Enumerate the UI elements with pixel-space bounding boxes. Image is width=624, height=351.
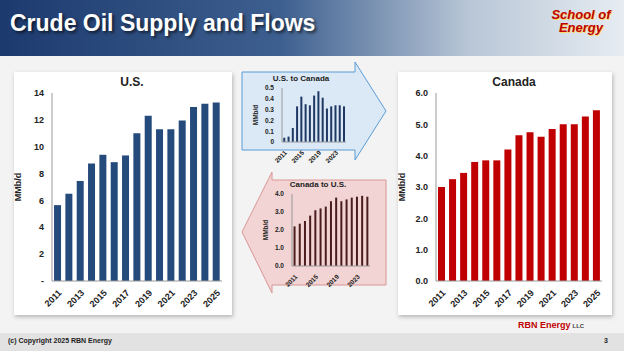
svg-text:2023: 2023 <box>346 272 361 287</box>
svg-text:0.2: 0.2 <box>265 116 274 123</box>
svg-text:2017: 2017 <box>110 288 131 309</box>
svg-text:2019: 2019 <box>307 148 322 163</box>
svg-text:4: 4 <box>39 223 44 233</box>
svg-text:3.0: 3.0 <box>415 183 428 193</box>
html-text:U.S. to Canada: U.S. to Canada <box>272 74 330 83</box>
svg-text:0.4: 0.4 <box>265 95 274 102</box>
svg-text:4.0: 4.0 <box>415 151 428 161</box>
html-text:U.S.: U.S. <box>120 75 144 89</box>
svg-text:2011: 2011 <box>284 272 299 287</box>
html-text:RBN EnergyLLC: RBN EnergyLLC <box>518 320 585 330</box>
svg-text:2023: 2023 <box>324 148 339 163</box>
svg-text:2025: 2025 <box>581 288 602 309</box>
svg-text:0: 0 <box>270 138 274 145</box>
svg-text:2013: 2013 <box>448 288 469 309</box>
svg-text:2: 2 <box>39 250 44 260</box>
svg-text:MMb/d: MMb/d <box>262 219 269 240</box>
svg-text:2015: 2015 <box>470 288 491 309</box>
svg-text:0.5: 0.5 <box>265 84 274 91</box>
html-text:School of Energy: School of Energy <box>551 7 611 35</box>
svg-text:2015: 2015 <box>290 148 305 163</box>
svg-text:2.0: 2.0 <box>415 214 428 224</box>
svg-text:MMb/d: MMb/d <box>14 173 23 202</box>
svg-text:1.0: 1.0 <box>275 244 284 251</box>
svg-text:2019: 2019 <box>515 288 536 309</box>
svg-text:0.0: 0.0 <box>415 277 428 287</box>
svg-text:2015: 2015 <box>88 288 109 309</box>
svg-text:0.0: 0.0 <box>275 262 284 269</box>
svg-text:2.0: 2.0 <box>275 226 284 233</box>
svg-text:4.0: 4.0 <box>275 190 284 197</box>
svg-text:0.3: 0.3 <box>265 106 274 113</box>
svg-text:MMb/d: MMb/d <box>252 104 259 125</box>
svg-text:2019: 2019 <box>133 288 154 309</box>
svg-text:2011: 2011 <box>43 288 64 309</box>
svg-text:8: 8 <box>39 169 44 179</box>
svg-text:2023: 2023 <box>559 288 580 309</box>
svg-text:2019: 2019 <box>325 272 340 287</box>
svg-text:1.0: 1.0 <box>415 245 428 255</box>
svg-text:2025: 2025 <box>201 288 222 309</box>
svg-text:2021: 2021 <box>156 288 177 309</box>
svg-text:2015: 2015 <box>304 272 319 287</box>
svg-text:2011: 2011 <box>273 148 288 163</box>
html-text:Crude Oil Supply and Flows: Crude Oil Supply and Flows <box>10 10 316 36</box>
svg-text:14: 14 <box>34 89 44 98</box>
svg-text:2013: 2013 <box>65 288 86 309</box>
svg-text:5.0: 5.0 <box>415 120 428 130</box>
svg-text:0.1: 0.1 <box>265 127 274 134</box>
svg-text:2017: 2017 <box>493 288 514 309</box>
svg-text:2021: 2021 <box>537 288 558 309</box>
svg-text:12: 12 <box>34 115 44 125</box>
html-text:Canada to U.S.: Canada to U.S. <box>289 180 347 189</box>
svg-text:3.0: 3.0 <box>275 208 284 215</box>
svg-text:MMb/d: MMb/d <box>398 173 407 202</box>
html-text:3: 3 <box>604 337 608 344</box>
svg-text:-: - <box>41 277 44 287</box>
html-text:Canada: Canada <box>492 75 536 89</box>
svg-text:10: 10 <box>34 142 44 152</box>
html-text:(c) Copyright 2025 RBN Energy: (c) Copyright 2025 RBN Energy <box>8 337 112 344</box>
svg-text:6: 6 <box>39 196 44 206</box>
svg-text:2023: 2023 <box>178 288 199 309</box>
svg-text:6.0: 6.0 <box>415 89 428 98</box>
svg-text:2011: 2011 <box>427 288 448 309</box>
